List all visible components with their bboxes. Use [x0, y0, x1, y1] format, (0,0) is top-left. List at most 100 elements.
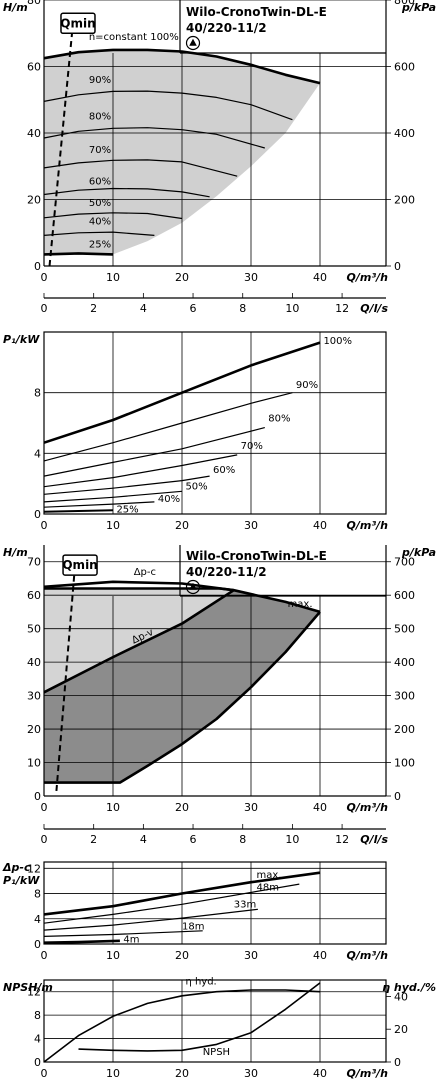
y-axis-label-line1: Δp-c — [2, 861, 31, 874]
y-tick-label: 0 — [34, 508, 41, 521]
series-label: 80% — [89, 112, 111, 123]
wilo-triangle-logo-icon — [185, 579, 201, 595]
series-line — [43, 341, 321, 444]
y-tick-label: 40 — [27, 127, 41, 140]
series-line — [43, 212, 183, 220]
y2-tick-label: 600 — [394, 61, 415, 74]
qmin-line — [55, 564, 77, 792]
y-tick-label: 50 — [27, 623, 41, 636]
series-line — [43, 989, 321, 1063]
series-label: 70% — [241, 441, 263, 452]
x-axis-label: Q/m³/h — [347, 271, 389, 284]
y-tick-label: 40 — [27, 656, 41, 669]
series-line — [43, 871, 321, 916]
x-axis-label: Q/m³/h — [347, 801, 389, 814]
x-tick-label: 10 — [106, 271, 120, 284]
y-tick-label: 0 — [34, 938, 41, 951]
y2-axis-label: p/kPa — [401, 1, 436, 14]
y2-tick-label: 400 — [394, 127, 415, 140]
power-speed-chart: 0 10 20 30 40 0 4 8 Q/m³/h P₁/kW 100% 90% 80% 70% 60% 5… — [3, 331, 388, 532]
series-label: n=constant 100% — [89, 32, 179, 43]
y-tick-label: 20 — [27, 194, 41, 207]
series-label: 33m — [234, 899, 256, 910]
y2-tick-label: 0 — [394, 790, 401, 803]
series-line — [43, 427, 265, 477]
qmin-label: Qmin — [60, 16, 95, 30]
x2-tick-label: 2 — [90, 302, 97, 315]
series-label: 18m — [182, 921, 204, 932]
y-axis-label: P₁/kW — [3, 333, 40, 346]
series-label: NPSH — [203, 1047, 230, 1058]
plot-frame — [43, 979, 387, 1063]
series-line — [43, 231, 155, 236]
series-line — [43, 48, 321, 85]
series-label: 90% — [296, 380, 318, 391]
curve-annotation: Δp-c — [134, 567, 156, 578]
x-tick-label: 0 — [41, 801, 48, 814]
series-line — [43, 187, 210, 198]
x-tick-label: 30 — [244, 801, 258, 814]
series-line — [43, 159, 238, 177]
x2-tick-label: 8 — [239, 302, 246, 315]
series-label: 60% — [89, 177, 111, 188]
y2-tick-label: 800 — [394, 0, 415, 7]
x2-tick-label: 6 — [190, 302, 197, 315]
npsh-efficiency-chart: 0 10 20 30 40 0 4 8 12 0 20 40 Q/m³/h NPSH/m η hyd./% η… — [3, 977, 436, 1080]
x2-tick-label: 10 — [285, 302, 299, 315]
x-tick-label: 20 — [175, 271, 189, 284]
series-label: η hyd. — [185, 977, 216, 988]
x-tick-label: 0 — [41, 949, 48, 962]
product-title: Wilo-CronoTwin-DL-E — [186, 549, 327, 563]
series-line — [43, 509, 114, 513]
qmin-box — [62, 554, 98, 576]
y2-tick-label: 40 — [394, 990, 408, 1003]
y-tick-label: 0 — [34, 260, 41, 273]
series-label: 25% — [116, 504, 138, 515]
y-tick-label: 4 — [34, 1033, 41, 1046]
y-tick-label: 60 — [27, 61, 41, 74]
product-title: Wilo-CronoTwin-DL-E — [186, 5, 327, 19]
x-tick-label: 10 — [106, 801, 120, 814]
series-label: max. — [257, 870, 282, 881]
series-line — [43, 908, 258, 931]
y-axis-label: NPSH/m — [3, 981, 53, 994]
qmin-line — [48, 23, 74, 267]
series-label: 70% — [89, 145, 111, 156]
x-tick-label: 40 — [313, 519, 327, 532]
qmin-label: Qmin — [62, 558, 97, 572]
y2-tick-label: 0 — [394, 260, 401, 273]
x2-tick-label: 0 — [41, 302, 48, 315]
series-line — [43, 580, 321, 614]
y-tick-label: 20 — [27, 723, 41, 736]
y-tick-label: 0 — [34, 1056, 41, 1069]
x2-tick-label: 6 — [190, 833, 197, 846]
series-line — [43, 501, 155, 508]
x-tick-label: 20 — [175, 801, 189, 814]
x2-axis-label: Q/l/s — [360, 302, 388, 315]
y2-axis-label: p/kPa — [401, 546, 436, 559]
y-tick-label: 8 — [34, 1009, 41, 1022]
x-tick-label: 20 — [175, 519, 189, 532]
series-label: 40% — [158, 494, 180, 505]
series-label: 100% — [323, 336, 352, 347]
series-line — [43, 490, 183, 503]
x-tick-label: 10 — [106, 519, 120, 532]
series-line — [44, 611, 321, 784]
product-model: 40/220-11/2 — [186, 565, 267, 579]
y-axis-label-line2: P₁/kW — [3, 874, 40, 887]
x2-axis-label: Q/l/s — [360, 833, 388, 846]
x2-tick-label: 2 — [90, 833, 97, 846]
series-line — [43, 475, 210, 495]
y2-tick-label: 300 — [394, 690, 415, 703]
series-label: 50% — [89, 198, 111, 209]
qh-pressure-chart: 0 10 20 30 400102030405060700100200300400500… — [3, 545, 436, 846]
y-tick-label: 4 — [34, 447, 41, 460]
series-line — [43, 930, 203, 937]
x-tick-label: 30 — [244, 949, 258, 962]
x2-tick-label: 0 — [41, 833, 48, 846]
y2-tick-label: 20 — [394, 1023, 408, 1036]
x-axis-label: Q/m³/h — [347, 1067, 389, 1080]
series-line — [43, 252, 114, 256]
series-line — [43, 589, 235, 694]
